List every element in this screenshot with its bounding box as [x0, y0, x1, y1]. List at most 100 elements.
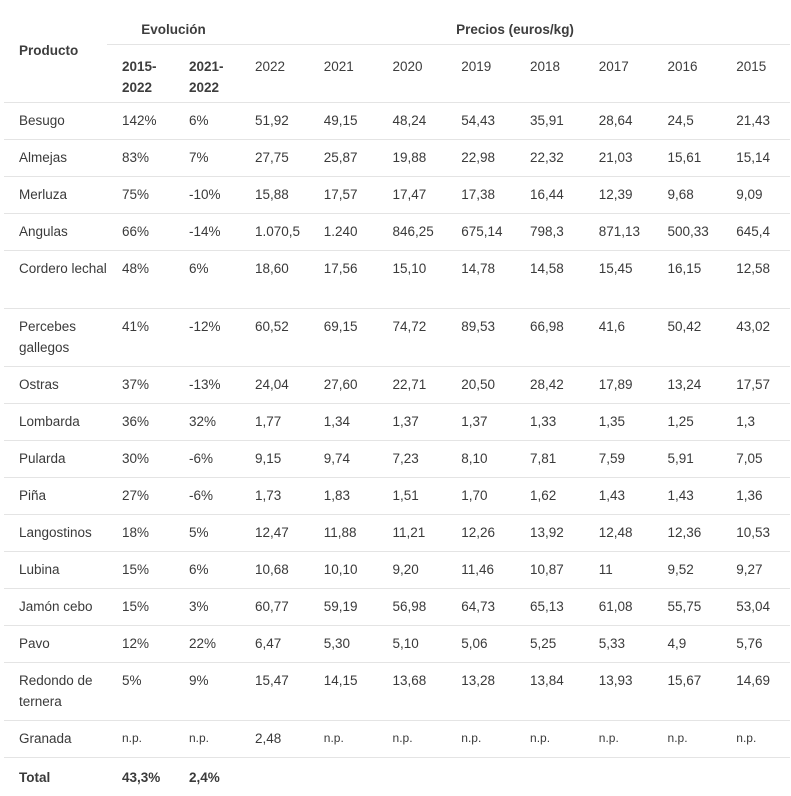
price-cell: 24,5 — [652, 102, 722, 140]
price-cell: 871,13 — [583, 213, 653, 251]
prices-group-header: Precios (euros/kg) — [240, 0, 791, 45]
price-cell: 25,87 — [308, 139, 378, 177]
price-cell: 15,14 — [721, 139, 791, 177]
price-cell: 8,10 — [446, 440, 516, 478]
table-row: Merluza 75% -10% 15,88 17,57 17,47 17,38 16,44 1… — [4, 176, 791, 214]
empty-cell — [515, 757, 584, 796]
total-evolution-2015-2022-cell: 43,3% — [122, 769, 161, 785]
price-cell: 1,37 — [377, 403, 447, 441]
evolution-2015-2022-cell: 48% — [107, 250, 174, 309]
price-cell: 1,37 — [446, 403, 516, 441]
price-cell: 9,52 — [652, 551, 722, 589]
price-cell: 48,24 — [377, 102, 447, 140]
product-cell: Almejas — [4, 139, 107, 177]
price-cell: 12,58 — [721, 250, 791, 309]
evolution-2015-2022-cell: 27% — [107, 477, 174, 515]
table-row: Angulas 66% -14% 1.070,5 1.240 846,25 675,14 79… — [4, 213, 791, 251]
year-header: 2015 — [721, 44, 791, 103]
year-header: 2019 — [446, 44, 516, 103]
product-cell: Ostras — [4, 366, 107, 404]
table-header: Producto Evolución Precios (euros/kg) 20… — [4, 0, 791, 103]
price-cell: 5,30 — [308, 625, 378, 663]
product-cell: Lubina — [4, 551, 107, 589]
evolution-2021-2022-cell: -14% — [174, 213, 241, 251]
evolution-2021-2022-cell: -10% — [174, 176, 241, 214]
price-cell: 64,73 — [446, 588, 516, 626]
table-row: Ostras 37% -13% 24,04 27,60 22,71 20,50 28,42 17… — [4, 366, 791, 404]
product-cell: Piña — [4, 477, 107, 515]
price-cell: n.p. — [515, 720, 584, 758]
evolution-2021-2022-cell: 6% — [174, 102, 241, 140]
table-row: Percebes gallegos 41% -12% 60,52 69,15 74,72 8… — [4, 308, 791, 367]
price-cell: 11 — [583, 551, 653, 589]
price-cell: 74,72 — [377, 308, 447, 367]
evolution-2015-2022-cell: n.p. — [107, 720, 174, 758]
evolution-2015-2022-cell: 36% — [107, 403, 174, 441]
price-cell: 16,15 — [652, 250, 722, 309]
price-cell: 9,74 — [308, 440, 378, 478]
price-cell: 43,02 — [721, 308, 791, 367]
evolution-2021-2022-cell: -6% — [174, 477, 241, 515]
price-cell: 1,36 — [721, 477, 791, 515]
price-cell: n.p. — [308, 720, 378, 758]
table-row: Besugo 142% 6% 51,92 49,15 48,24 54,43 35,91 28,… — [4, 102, 791, 140]
price-cell: 1,51 — [377, 477, 447, 515]
price-cell: 9,15 — [240, 440, 309, 478]
price-cell: 54,43 — [446, 102, 516, 140]
price-cell: 53,04 — [721, 588, 791, 626]
price-cell: 1,70 — [446, 477, 516, 515]
evolution-2015-2022-cell: 15% — [107, 588, 174, 626]
empty-cell — [378, 757, 447, 796]
price-cell: 12,47 — [240, 514, 309, 552]
price-cell: 15,88 — [240, 176, 309, 214]
price-cell: 21,03 — [583, 139, 653, 177]
price-cell: 22,98 — [446, 139, 516, 177]
price-cell: 61,08 — [583, 588, 653, 626]
price-cell: 66,98 — [515, 308, 584, 367]
total-label-cell: Total — [19, 769, 51, 785]
price-cell: 17,38 — [446, 176, 516, 214]
price-cell: 1,73 — [240, 477, 309, 515]
price-cell: 6,47 — [240, 625, 309, 663]
price-cell: 4,9 — [652, 625, 722, 663]
evolution-2015-2022-cell: 75% — [107, 176, 174, 214]
evolution-2021-2022-cell: -12% — [174, 308, 241, 367]
price-cell: 17,57 — [308, 176, 378, 214]
price-cell: 16,44 — [515, 176, 584, 214]
price-cell: 56,98 — [377, 588, 447, 626]
price-cell: 645,4 — [721, 213, 791, 251]
evolution-2021-2022-cell: 6% — [174, 250, 241, 309]
price-cell: n.p. — [721, 720, 791, 758]
price-cell: 27,60 — [308, 366, 378, 404]
price-cell: 28,64 — [583, 102, 653, 140]
evolution-2021-2022-header: 2021- 2022 — [174, 44, 241, 103]
price-cell: 12,39 — [583, 176, 653, 214]
empty-cell — [584, 757, 653, 796]
price-cell: 51,92 — [240, 102, 309, 140]
price-cell: 12,36 — [652, 514, 722, 552]
evolution-group-header: Evolución — [107, 0, 241, 45]
table-row: Lombarda 36% 32% 1,77 1,34 1,37 1,37 1,33 1,35 1,… — [4, 403, 791, 441]
price-cell: 17,89 — [583, 366, 653, 404]
price-cell: 13,68 — [377, 662, 447, 721]
price-cell: 14,58 — [515, 250, 584, 309]
price-cell: 2,48 — [240, 720, 309, 758]
product-cell: Angulas — [4, 213, 107, 251]
empty-cell — [721, 757, 790, 796]
evolution-2015-2022-cell: 5% — [107, 662, 174, 721]
price-cell: 675,14 — [446, 213, 516, 251]
price-cell: 22,32 — [515, 139, 584, 177]
price-cell: 15,10 — [377, 250, 447, 309]
table-row: Pularda 30% -6% 9,15 9,74 7,23 8,10 7,81 7,59 5,9… — [4, 440, 791, 478]
price-cell: 13,92 — [515, 514, 584, 552]
evolution-2015-2022-cell: 12% — [107, 625, 174, 663]
evolution-2015-2022-cell: 18% — [107, 514, 174, 552]
price-cell: 9,27 — [721, 551, 791, 589]
table-row: Granada n.p. n.p. 2,48 n.p. n.p. n.p. n.p. n.p. n… — [4, 720, 791, 758]
year-header: 2016 — [652, 44, 722, 103]
evolution-2021-2022-cell: -13% — [174, 366, 241, 404]
price-cell: n.p. — [583, 720, 653, 758]
product-cell: Percebes gallegos — [4, 308, 107, 367]
header-row-groups: Producto Evolución Precios (euros/kg) — [4, 0, 791, 103]
evolution-2021-2022-cell: 9% — [174, 662, 241, 721]
